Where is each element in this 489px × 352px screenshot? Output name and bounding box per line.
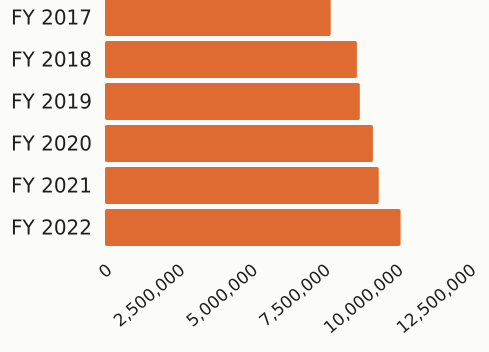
category-label: FY 2021 — [11, 174, 92, 198]
bars-group — [105, 0, 401, 246]
bar-fy-2019 — [105, 83, 360, 120]
x-tick-label: 2,500,000 — [110, 260, 189, 331]
x-tick-label: 12,500,000 — [393, 260, 480, 338]
bar-fy-2018 — [105, 41, 357, 78]
x-tick-label: 10,000,000 — [320, 260, 407, 338]
category-label: FY 2018 — [11, 48, 92, 72]
category-label: FY 2022 — [11, 216, 92, 240]
category-label: FY 2017 — [11, 6, 92, 30]
x-tick-labels-group: 02,500,0005,000,0007,500,00010,000,00012… — [95, 260, 480, 338]
bar-fy-2020 — [105, 125, 373, 162]
bar-fy-2022 — [105, 209, 401, 246]
bar-fy-2021 — [105, 167, 379, 204]
bar-fy-2017 — [105, 0, 331, 36]
x-tick-label: 0 — [95, 260, 116, 282]
category-labels-group: FY 2017 FY 2018 FY 2019 FY 2020 FY 2021 FY 20… — [11, 6, 92, 240]
category-label: FY 2019 — [11, 90, 92, 114]
category-label: FY 2020 — [11, 132, 92, 156]
x-tick-label: 5,000,000 — [183, 260, 262, 331]
